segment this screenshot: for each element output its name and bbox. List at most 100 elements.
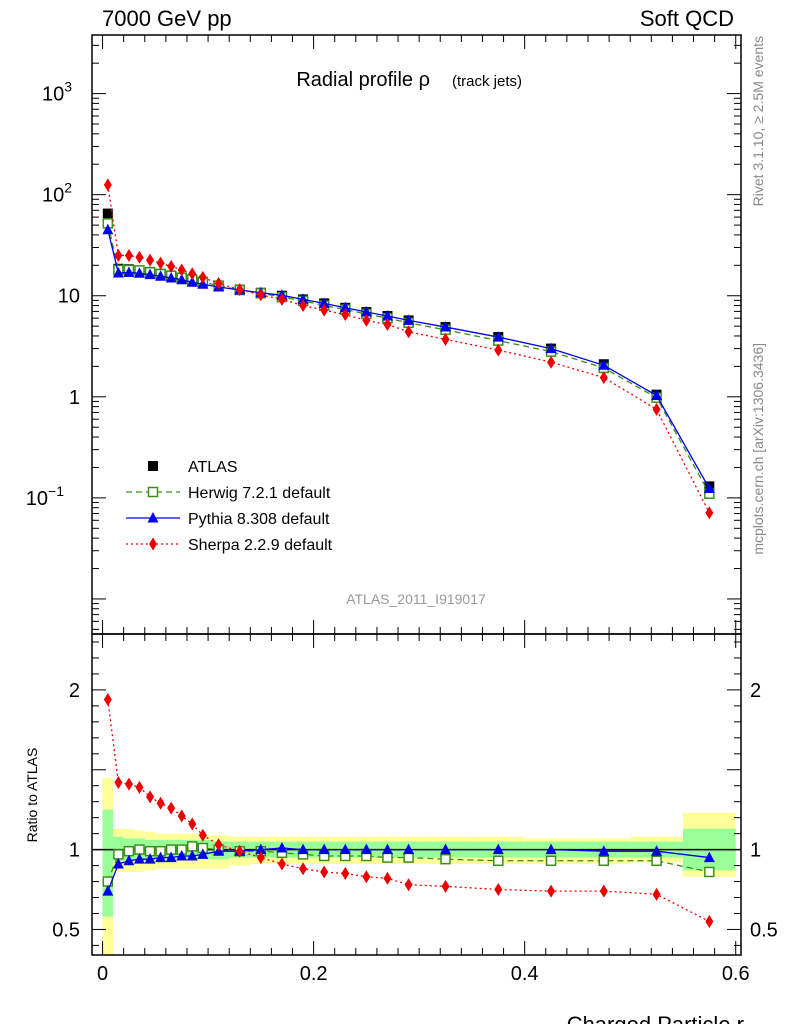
x-tick-label: 0 <box>97 963 108 985</box>
main-point-pythia <box>651 389 663 401</box>
ratio-point-sherpa <box>362 870 371 884</box>
legend-label-pythia: Pythia 8.308 default <box>188 511 330 528</box>
ratio-point-sherpa <box>167 801 176 815</box>
main-point-pythia <box>144 268 156 280</box>
main-point-sherpa <box>177 263 186 277</box>
ratio-point-herwig <box>113 849 124 860</box>
ratio-point-sherpa <box>277 857 286 871</box>
ratio-point-pythia <box>339 843 351 855</box>
main-point-sherpa <box>256 288 265 302</box>
ratio-point-sherpa <box>494 883 503 897</box>
ratio-point-herwig <box>598 855 610 867</box>
ratio-point-pythia <box>176 849 188 861</box>
legend-marker-atlas <box>148 461 158 471</box>
side-label-top: Rivet 3.1.10, ≥ 2.5M events <box>750 36 766 206</box>
ratio-point-herwig <box>403 852 414 863</box>
x-tick-label: 0.4 <box>511 963 539 985</box>
legend-marker-sherpa <box>149 537 157 551</box>
main-point-sherpa <box>146 253 155 267</box>
ratio-point-herwig <box>493 855 504 867</box>
ratio-y-tick-label: 1 <box>69 840 80 862</box>
ratio-point-pythia <box>186 849 198 861</box>
main-point-sherpa <box>156 256 165 270</box>
main-point-sherpa <box>441 332 450 346</box>
ratio-point-pythia <box>703 851 715 863</box>
ratio-point-pythia <box>255 843 267 855</box>
ratio-point-herwig <box>704 866 715 878</box>
main-point-pythia <box>403 314 415 325</box>
ratio-point-sherpa <box>188 817 197 831</box>
header-left-label: 7000 GeV pp <box>102 6 232 31</box>
legend-label-herwig: Herwig 7.2.1 default <box>188 485 331 502</box>
main-point-sherpa <box>341 308 350 322</box>
ratio-point-pythia <box>440 843 452 855</box>
main-point-sherpa <box>652 402 661 416</box>
ratio-point-sherpa <box>320 865 329 879</box>
main-point-sherpa <box>320 303 329 317</box>
ratio-point-pythia <box>102 885 114 896</box>
main-point-pythia <box>297 293 309 304</box>
main-point-sherpa <box>188 267 197 281</box>
main-point-sherpa <box>362 313 371 327</box>
main-point-pythia <box>155 270 167 281</box>
ratio-point-pythia <box>381 843 393 855</box>
main-point-sherpa <box>167 259 176 273</box>
ratio-y-tick-label: 0.5 <box>52 919 80 941</box>
legend-marker-pythia <box>147 512 159 523</box>
ratio-point-herwig <box>440 853 451 865</box>
ratio-point-sherpa <box>441 879 450 893</box>
main-point-pythia <box>112 266 124 278</box>
ratio-plot-frame <box>91 633 742 956</box>
ratio-point-sherpa <box>547 884 556 898</box>
ratio-point-sherpa <box>383 871 392 885</box>
main-point-sherpa <box>494 343 503 357</box>
side-label-bottom: mcplots.cern.ch [arXiv:1306.3436] <box>750 343 766 555</box>
ratio-y-tick-label: 2 <box>69 680 80 702</box>
ratio-point-herwig <box>651 855 662 867</box>
ratio-band-inner-segment <box>113 836 124 861</box>
main-point-pythia <box>133 267 145 278</box>
ratio-y-axis-label: Ratio to ATLAS <box>24 748 40 843</box>
ratio-point-sherpa <box>177 809 186 823</box>
ratio-point-pythia <box>197 848 209 859</box>
main-point-sherpa <box>383 317 392 331</box>
legend-marker-herwig <box>147 486 159 498</box>
main-y-tick-label: 10−1 <box>26 483 64 510</box>
ratio-point-herwig <box>134 844 145 855</box>
main-point-sherpa <box>124 249 133 263</box>
ratio-point-pythia <box>492 843 504 855</box>
main-point-sherpa <box>705 506 714 520</box>
ratio-point-sherpa <box>198 828 207 842</box>
ratio-point-pythia <box>651 845 663 856</box>
main-point-atlas <box>102 208 113 219</box>
ratio-y-tick-label-right: 2 <box>750 680 761 702</box>
ratio-band-inner-segment <box>102 809 114 917</box>
ratio-point-sherpa <box>146 790 155 804</box>
ratio-point-pythia <box>318 843 330 855</box>
legend-label-atlas: ATLAS <box>188 459 238 476</box>
main-point-pythia <box>318 297 330 308</box>
ratio-point-sherpa <box>599 884 608 898</box>
ratio-point-pythia <box>598 845 610 856</box>
main-point-pythia <box>186 276 198 287</box>
ratio-point-sherpa <box>256 851 265 865</box>
ratio-point-sherpa <box>135 780 144 794</box>
ratio-y-tick-label-right: 1 <box>750 840 761 862</box>
main-y-tick-label: 103 <box>42 79 72 106</box>
main-point-pythia <box>381 310 393 321</box>
header-right-label: Soft QCD <box>639 6 734 31</box>
main-point-sherpa <box>198 270 207 284</box>
main-point-sherpa <box>103 178 112 192</box>
main-point-pythia <box>339 301 351 313</box>
main-point-sherpa <box>404 325 413 339</box>
legend-label-sherpa: Sherpa 2.2.9 default <box>188 537 333 554</box>
x-tick-label: 0.6 <box>722 963 750 985</box>
ratio-point-sherpa <box>705 914 714 928</box>
main-point-pythia <box>492 331 504 342</box>
x-tick-label: 0.2 <box>300 963 328 985</box>
ratio-point-pythia <box>133 853 145 864</box>
main-point-sherpa <box>135 250 144 264</box>
main-point-sherpa <box>547 355 556 369</box>
ratio-point-sherpa <box>103 692 112 706</box>
